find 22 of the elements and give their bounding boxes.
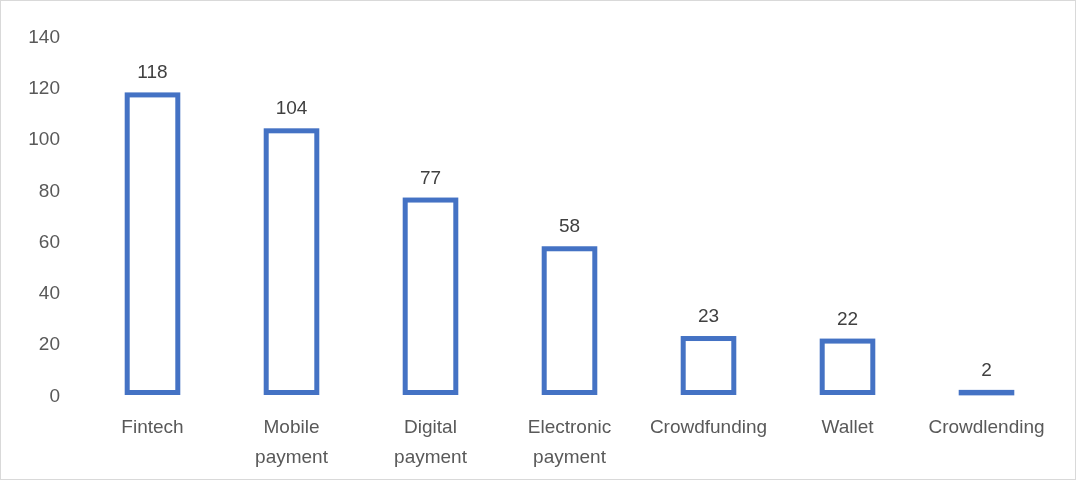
x-tick-label: Crowdfunding [649, 416, 768, 437]
data-label: 2 [981, 358, 992, 380]
y-tick-label: 120 [28, 76, 60, 98]
data-label: 77 [419, 166, 442, 188]
data-label: 23 [697, 305, 720, 327]
data-label: 118 [137, 61, 168, 83]
x-tick-label: Wallet [821, 416, 875, 437]
x-tick-label: Digital payment [394, 416, 468, 467]
x-tick-label: Mobile payment [255, 416, 329, 467]
x-tick-label: Crowdlending [928, 416, 1045, 437]
data-label: 104 [275, 97, 308, 119]
y-tick-label: 0 [49, 384, 60, 406]
y-tick-label: 60 [38, 230, 60, 252]
x-tick-label: Fintech [121, 416, 184, 437]
y-tick-label: 40 [38, 282, 60, 304]
y-tick-label: 20 [38, 333, 60, 355]
y-tick-label: 80 [38, 179, 60, 201]
y-tick-label: 140 [28, 25, 60, 47]
y-tick-label: 100 [28, 128, 60, 150]
x-tick-label: Electronic payment [527, 416, 612, 467]
data-label: 22 [836, 307, 859, 329]
data-label: 58 [558, 215, 581, 237]
